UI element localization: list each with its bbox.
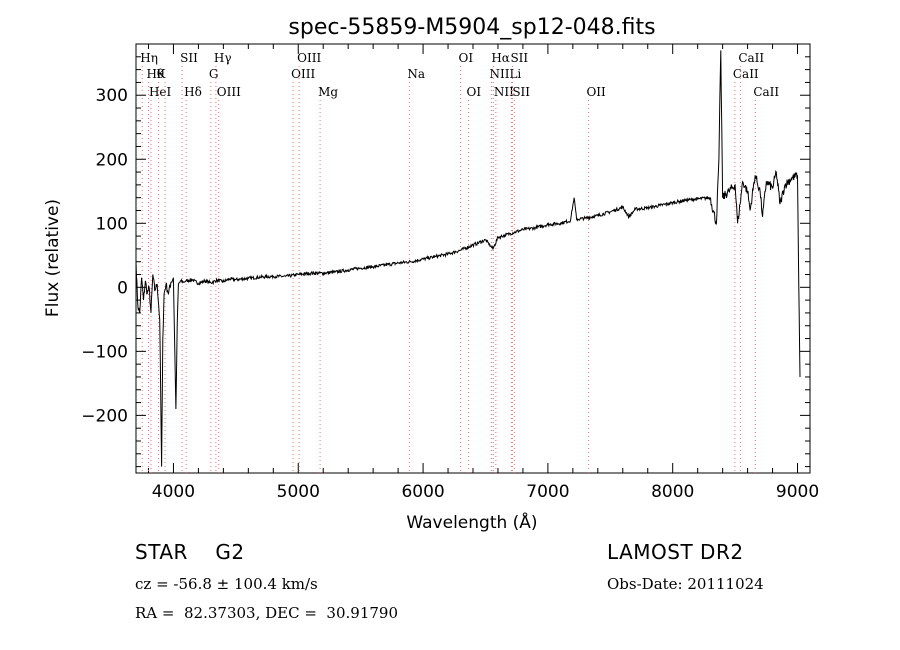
plot-frame: [135, 43, 811, 474]
line-label: SII: [512, 85, 530, 99]
spectral-line-markers: HηHθHeIKSIIHδGHγOIIIOIIIOIIIMgNaOIOINIIH…: [140, 51, 779, 473]
y-tick-label: −200: [81, 406, 128, 426]
survey-name: LAMOST DR2: [607, 540, 744, 564]
x-tick-label: 4000: [152, 482, 195, 502]
y-tick-label: 300: [96, 86, 128, 106]
x-tick-label: 6000: [401, 482, 444, 502]
line-label: Na: [407, 67, 425, 81]
coordinates-text: RA = 82.37303, DEC = 30.91790: [135, 604, 399, 622]
line-label: NII: [489, 67, 509, 81]
x-tick-label: 7000: [526, 482, 569, 502]
line-label: OIII: [217, 85, 241, 99]
line-label: Li: [509, 67, 521, 81]
velocity-text: cz = -56.8 ± 100.4 km/s: [135, 575, 318, 593]
line-label: Mg: [318, 85, 338, 99]
line-label: OII: [586, 85, 606, 99]
spectrum-line: [135, 50, 801, 467]
line-label: Hθ: [146, 67, 164, 81]
line-label: CaII: [738, 51, 764, 65]
line-label: G: [209, 67, 219, 81]
y-tick-label: 100: [96, 214, 128, 234]
y-tick-label: 200: [96, 150, 128, 170]
line-label: SII: [510, 51, 528, 65]
line-label: OI: [459, 51, 474, 65]
line-label: Hα: [491, 51, 510, 65]
line-label: K: [156, 67, 166, 81]
line-label: SII: [180, 51, 198, 65]
y-tick-label: −100: [81, 342, 128, 362]
x-tick-label: 8000: [651, 482, 694, 502]
line-label: Hη: [140, 51, 158, 65]
line-label: NII: [494, 85, 514, 99]
x-axis-label: Wavelength (Å): [406, 511, 537, 533]
x-tick-label: 5000: [277, 482, 320, 502]
line-label: CaII: [753, 85, 779, 99]
line-label: CaII: [733, 67, 759, 81]
obs-date: Obs-Date: 20111024: [607, 575, 764, 593]
x-tick-label: 9000: [776, 482, 819, 502]
line-label: Hγ: [214, 51, 232, 65]
object-type: STAR G2: [135, 540, 245, 564]
line-label: OIII: [297, 51, 321, 65]
line-label: Hδ: [184, 85, 202, 99]
line-label: OIII: [291, 67, 315, 81]
line-label: HeI: [149, 85, 172, 99]
axis-ticks: 4000 5000 6000 7000 8000 9000 −200 −100 0 100 200 3…: [81, 43, 819, 502]
y-tick-label: 0: [117, 278, 128, 298]
line-label: OI: [467, 85, 482, 99]
y-axis-label: Flux (relative): [43, 199, 63, 317]
chart-title: spec-55859-M5904_sp12-048.fits: [288, 15, 655, 40]
